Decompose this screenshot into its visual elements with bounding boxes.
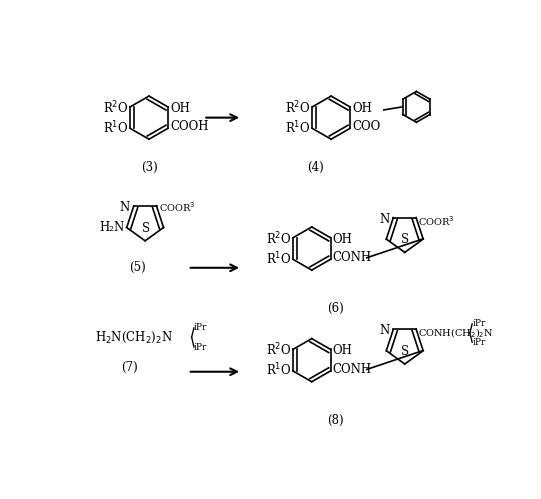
Text: R$^2$O: R$^2$O xyxy=(285,99,311,116)
Text: R$^1$O: R$^1$O xyxy=(266,362,292,378)
Text: (4): (4) xyxy=(307,161,324,174)
Text: CONH(CH$_2$)$_2$N: CONH(CH$_2$)$_2$N xyxy=(418,326,494,340)
Text: CONH: CONH xyxy=(333,251,372,264)
Text: OH: OH xyxy=(352,102,372,115)
Text: iPr: iPr xyxy=(472,319,486,328)
Text: iPr: iPr xyxy=(194,343,207,352)
Text: (3): (3) xyxy=(141,161,157,174)
Text: N: N xyxy=(379,324,390,337)
Text: (6): (6) xyxy=(327,302,344,315)
Text: R$^2$O: R$^2$O xyxy=(103,99,129,116)
Text: OH: OH xyxy=(333,344,353,357)
Text: S: S xyxy=(401,233,410,246)
Text: COOH: COOH xyxy=(170,120,209,133)
Text: OH: OH xyxy=(333,233,353,246)
Text: COOR$^3$: COOR$^3$ xyxy=(159,201,195,215)
Text: (5): (5) xyxy=(129,261,146,274)
Text: N: N xyxy=(379,213,390,226)
Text: H₂N: H₂N xyxy=(99,221,124,234)
Text: CONH: CONH xyxy=(333,363,372,376)
Text: S: S xyxy=(401,345,410,358)
Text: R$^1$O: R$^1$O xyxy=(285,119,311,136)
Text: S: S xyxy=(142,222,150,235)
Text: H$_2$N(CH$_2$)$_2$N: H$_2$N(CH$_2$)$_2$N xyxy=(95,329,173,345)
Text: COOR$^3$: COOR$^3$ xyxy=(418,215,455,229)
Text: (7): (7) xyxy=(121,361,138,374)
Text: iPr: iPr xyxy=(472,338,486,347)
Text: R$^1$O: R$^1$O xyxy=(103,119,129,136)
Text: R$^1$O: R$^1$O xyxy=(266,250,292,267)
Text: (8): (8) xyxy=(327,414,344,427)
Text: OH: OH xyxy=(170,102,190,115)
Text: iPr: iPr xyxy=(194,323,207,332)
Text: N: N xyxy=(120,201,130,214)
Text: COO: COO xyxy=(352,120,380,133)
Text: R$^2$O: R$^2$O xyxy=(266,230,292,247)
Text: R$^2$O: R$^2$O xyxy=(266,342,292,358)
